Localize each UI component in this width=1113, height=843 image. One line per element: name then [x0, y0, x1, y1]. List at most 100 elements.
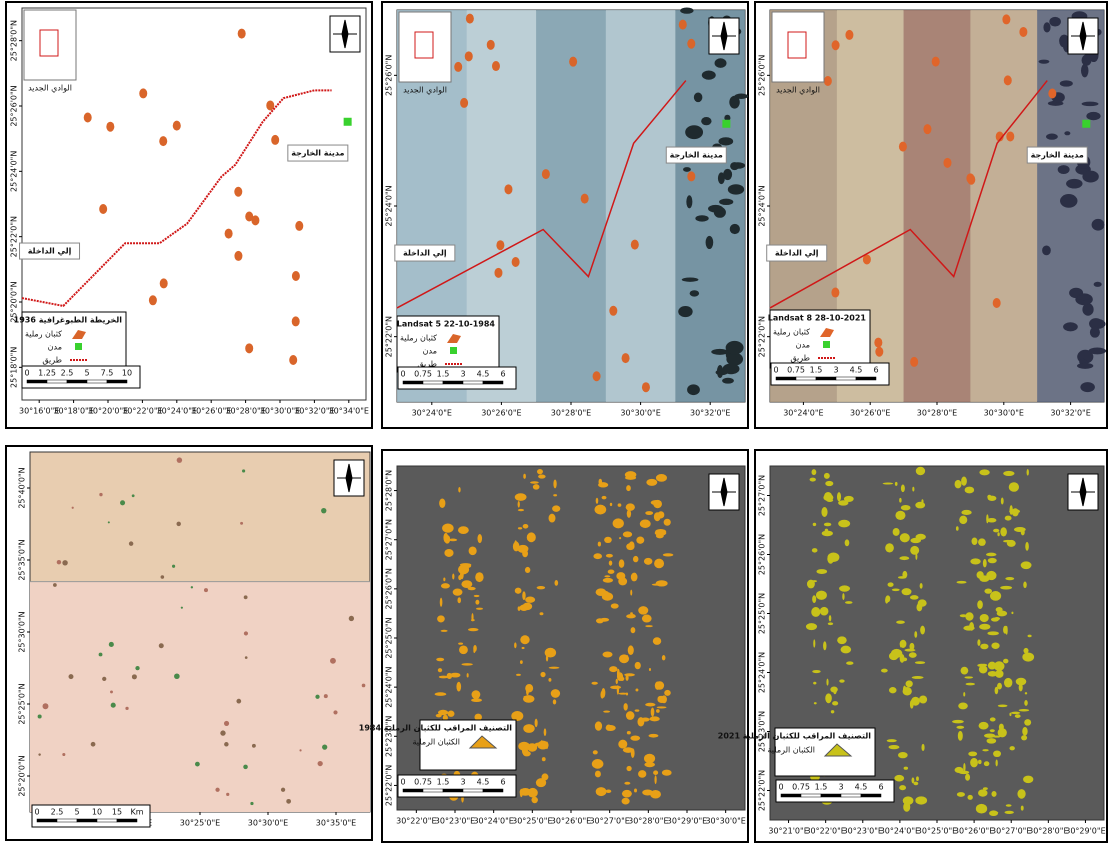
sand-dune [813, 639, 815, 647]
scale-segment [403, 381, 423, 384]
inset-frame [399, 12, 451, 82]
sand-dune [523, 474, 526, 479]
scale-segment [47, 380, 67, 383]
dark-rock [708, 205, 723, 213]
sand-dune [958, 702, 968, 709]
scale-segment [483, 381, 503, 384]
sand-dune [471, 613, 473, 621]
sand-dune [687, 171, 695, 181]
scale-segment [57, 819, 77, 822]
sand-dune [649, 734, 659, 738]
lon-label: 30°26'0"E [850, 409, 890, 418]
sand-dune [986, 514, 988, 523]
sand-dune [520, 789, 523, 797]
lon-label: 30°21'0"E [768, 827, 808, 836]
sand-dune [883, 483, 894, 485]
lat-label: 25°22'0"N [385, 316, 394, 357]
image-band [536, 10, 606, 402]
dark-rock [678, 306, 692, 317]
sand-dune [435, 692, 447, 696]
sand-dune [875, 347, 883, 357]
old-map-dot [109, 642, 114, 647]
scale-segment [77, 819, 97, 822]
old-map-dot [226, 793, 229, 796]
sand-dune [289, 355, 297, 365]
sand-dune [970, 558, 980, 564]
old-map-dot [129, 541, 133, 545]
sand-dune [627, 509, 631, 517]
old-map-dot [349, 616, 354, 621]
sand-dune [1004, 811, 1013, 814]
dark-rock [1077, 295, 1090, 300]
old-map-dot [72, 507, 74, 509]
sand-dune [1015, 714, 1021, 718]
sand-dune [829, 615, 832, 621]
sand-dune [652, 584, 663, 586]
sand-dune [997, 532, 999, 536]
old-map-dot [110, 690, 113, 693]
old-map-dot [38, 753, 40, 755]
sand-dune [548, 678, 551, 682]
sand-dune [437, 615, 445, 622]
sand-dune [515, 588, 522, 594]
sand-dune [1027, 469, 1029, 476]
sand-dune [1019, 27, 1027, 37]
sand-dune [812, 670, 821, 673]
dark-rock [706, 236, 714, 249]
dark-rock [711, 349, 728, 355]
sand-dune [902, 588, 912, 595]
sand-dune [661, 695, 667, 703]
sand-dune [487, 40, 495, 50]
sand-dune [899, 785, 906, 790]
lat-label: 25°24'0"N [758, 185, 767, 226]
sand-dune [824, 523, 831, 527]
legend-symbol [823, 341, 830, 348]
sand-dune [620, 677, 625, 681]
lat-label: 25°22'0"N [758, 316, 767, 357]
sand-dune [271, 135, 279, 145]
place-label: إلي الداخلة [775, 249, 819, 258]
sand-dune [593, 553, 602, 559]
lon-label: 30°35'0"E [316, 819, 356, 828]
sand-dune [1025, 692, 1027, 694]
old-map-dot [159, 643, 164, 648]
old-map-dot [38, 714, 42, 718]
scale-segment [776, 377, 796, 380]
sand-dune [1011, 712, 1020, 714]
lon-label: 30°26'0"E [551, 817, 591, 826]
old-map-dot [322, 744, 327, 749]
dark-rock [1090, 327, 1100, 338]
sand-dune [977, 639, 980, 646]
sand-dune [826, 679, 828, 686]
old-map-dot [220, 730, 225, 735]
sand-dune [645, 703, 655, 707]
sand-dune [1009, 482, 1019, 491]
old-map-dot [135, 666, 139, 670]
lat-label: 25°24'0"N [385, 666, 394, 707]
scale-label: 3 [460, 370, 465, 379]
lon-label: 30°23'0"E [435, 817, 475, 826]
sand-dune [965, 487, 975, 494]
sand-dune [976, 804, 987, 814]
lat-label: 25°26'0"N [758, 55, 767, 96]
lon-label: 30°32'0"E [690, 409, 730, 418]
old-map-dot [245, 656, 248, 659]
scale-segment [423, 381, 443, 384]
legend-title: Landsat 8 28-10-2021 [768, 314, 867, 323]
sand-dune [530, 481, 539, 484]
sand-dune [630, 590, 632, 596]
sand-dune [983, 787, 988, 790]
sand-dune [458, 487, 460, 492]
sand-dune [910, 357, 918, 367]
sand-dune [910, 546, 919, 555]
scale-segment [117, 819, 137, 822]
sand-dune [982, 749, 988, 751]
sand-dune [654, 775, 656, 784]
sand-dune [837, 636, 847, 644]
lon-label: 30°28'0"E [628, 817, 668, 826]
sand-dune [1001, 497, 1004, 504]
lat-label: 25°25'0"N [18, 683, 27, 724]
sand-dune [653, 770, 658, 775]
old-map-dot [120, 500, 125, 505]
sand-dune [814, 702, 817, 704]
